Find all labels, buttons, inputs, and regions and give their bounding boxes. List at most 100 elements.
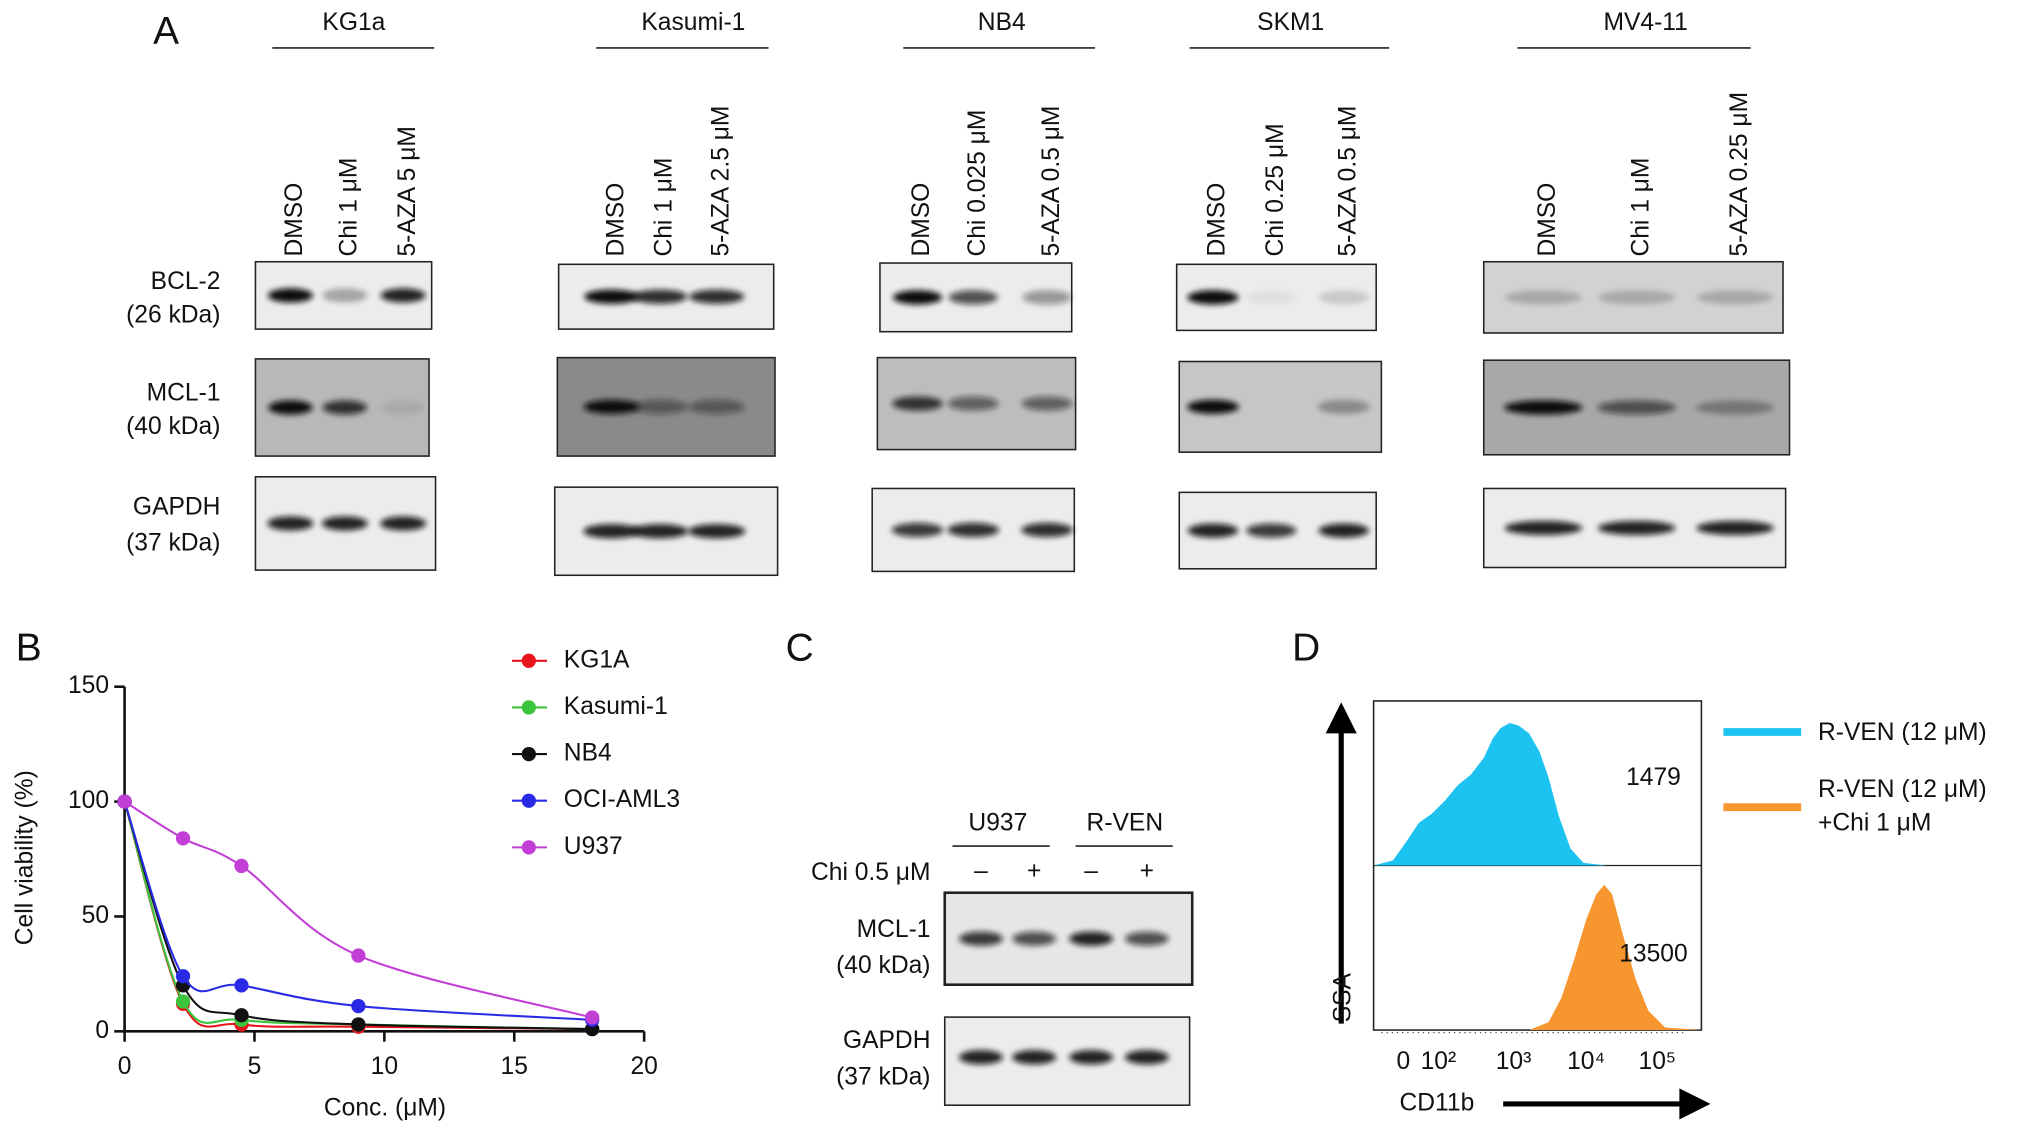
sign: – (974, 857, 988, 884)
protein-label: GAPDH (133, 493, 221, 520)
band (688, 399, 745, 414)
band (1504, 400, 1583, 415)
x-axis-label: Conc. (μM) (324, 1095, 446, 1122)
cell-line: SKM1 (1257, 9, 1324, 36)
band (948, 290, 998, 305)
band (1597, 520, 1676, 536)
data-point (175, 969, 191, 984)
fit-curve (123, 801, 593, 1021)
protein-size: (40 kDa) (836, 952, 930, 979)
band (689, 289, 745, 304)
band (1187, 399, 1239, 414)
data-point (175, 994, 191, 1009)
band (1245, 523, 1297, 538)
band (321, 516, 368, 531)
y-tick-label: 150 (68, 672, 109, 699)
band (1069, 931, 1114, 946)
band (1245, 290, 1297, 305)
fit-curve (123, 801, 593, 1031)
band (1069, 1050, 1114, 1065)
panel-label: A (153, 10, 179, 53)
cell-line: KG1a (322, 9, 385, 36)
lane-label: 5-AZA 0.5 μM (1334, 106, 1361, 257)
band (322, 288, 368, 303)
lane-label: DMSO (602, 183, 629, 257)
legend-label: U937 (564, 833, 623, 860)
band (380, 400, 426, 415)
band (1187, 290, 1239, 305)
band (1598, 290, 1675, 305)
band (1187, 523, 1239, 538)
band (1022, 290, 1072, 305)
y-axis-label: SSA (1329, 972, 1356, 1022)
band (1124, 931, 1169, 946)
protein-label: MCL-1 (147, 379, 221, 406)
sign: – (1084, 857, 1098, 884)
data-point (234, 858, 249, 874)
legend-marker (521, 653, 536, 668)
data-point (585, 1010, 600, 1025)
treatment-label: Chi 0.5 μM (811, 859, 931, 886)
x-tick-label: 10² (1421, 1048, 1457, 1075)
legend-label: NB4 (564, 740, 612, 767)
band (1317, 399, 1370, 414)
data-point (351, 1017, 366, 1032)
band (583, 524, 641, 539)
legend-label: Kasumi-1 (564, 693, 668, 720)
band (1504, 520, 1583, 536)
lane-label: Chi 1 μM (650, 158, 677, 257)
panel-label: D (1292, 627, 1320, 670)
band (1012, 931, 1057, 946)
band (1504, 290, 1582, 305)
data-point (117, 794, 132, 809)
x-tick-label: 10⁵ (1639, 1048, 1677, 1075)
band (1012, 1050, 1057, 1065)
legend-label: KG1A (564, 646, 630, 673)
x-tick-label: 10 (371, 1053, 398, 1080)
protein-label: MCL-1 (857, 916, 931, 943)
y-axis-label: Cell viability (%) (12, 770, 39, 945)
band (380, 516, 427, 531)
band (1021, 522, 1074, 538)
panel-label: C (786, 627, 814, 670)
cell-line: Kasumi-1 (641, 9, 745, 36)
protein-label: GAPDH (843, 1027, 931, 1054)
lane-label: Chi 0.25 μM (1262, 123, 1289, 256)
x-tick-label: 20 (630, 1053, 657, 1080)
panel-label: B (16, 627, 42, 670)
lane-label: 5-AZA 0.5 μM (1038, 106, 1065, 257)
protein-size: (37 kDa) (836, 1063, 930, 1090)
band (892, 290, 943, 305)
y-tick-label: 50 (82, 902, 109, 929)
band (1124, 1050, 1169, 1065)
sign: + (1140, 857, 1154, 884)
data-point (175, 831, 191, 846)
legend-label: OCI-AML3 (564, 786, 680, 813)
band (958, 1050, 1004, 1065)
band (267, 288, 314, 303)
lane-label: 5-AZA 2.5 μM (707, 106, 734, 257)
band (1597, 400, 1676, 415)
protein-label: BCL-2 (151, 268, 221, 295)
lane-label: DMSO (908, 183, 935, 257)
data-point (234, 978, 249, 993)
cell-line: NB4 (978, 9, 1026, 36)
x-tick-label: 0 (118, 1053, 132, 1080)
legend-marker (521, 793, 536, 808)
band (1695, 400, 1775, 415)
band (1696, 520, 1774, 536)
band (632, 289, 688, 304)
value-label: 13500 (1619, 940, 1687, 967)
fit-curve (124, 800, 593, 1019)
cell-line: MV4-11 (1604, 9, 1688, 36)
protein-size: (26 kDa) (126, 302, 220, 329)
sign: + (1027, 857, 1041, 884)
band (688, 524, 746, 539)
x-tick-label: 0 (1397, 1048, 1411, 1075)
x-tick-label: 10³ (1496, 1048, 1532, 1075)
legend-label: R-VEN (12 μM) (1818, 776, 1987, 803)
band (892, 396, 943, 411)
legend-marker (521, 840, 536, 855)
band (267, 516, 314, 531)
fit-curve (123, 801, 593, 1031)
